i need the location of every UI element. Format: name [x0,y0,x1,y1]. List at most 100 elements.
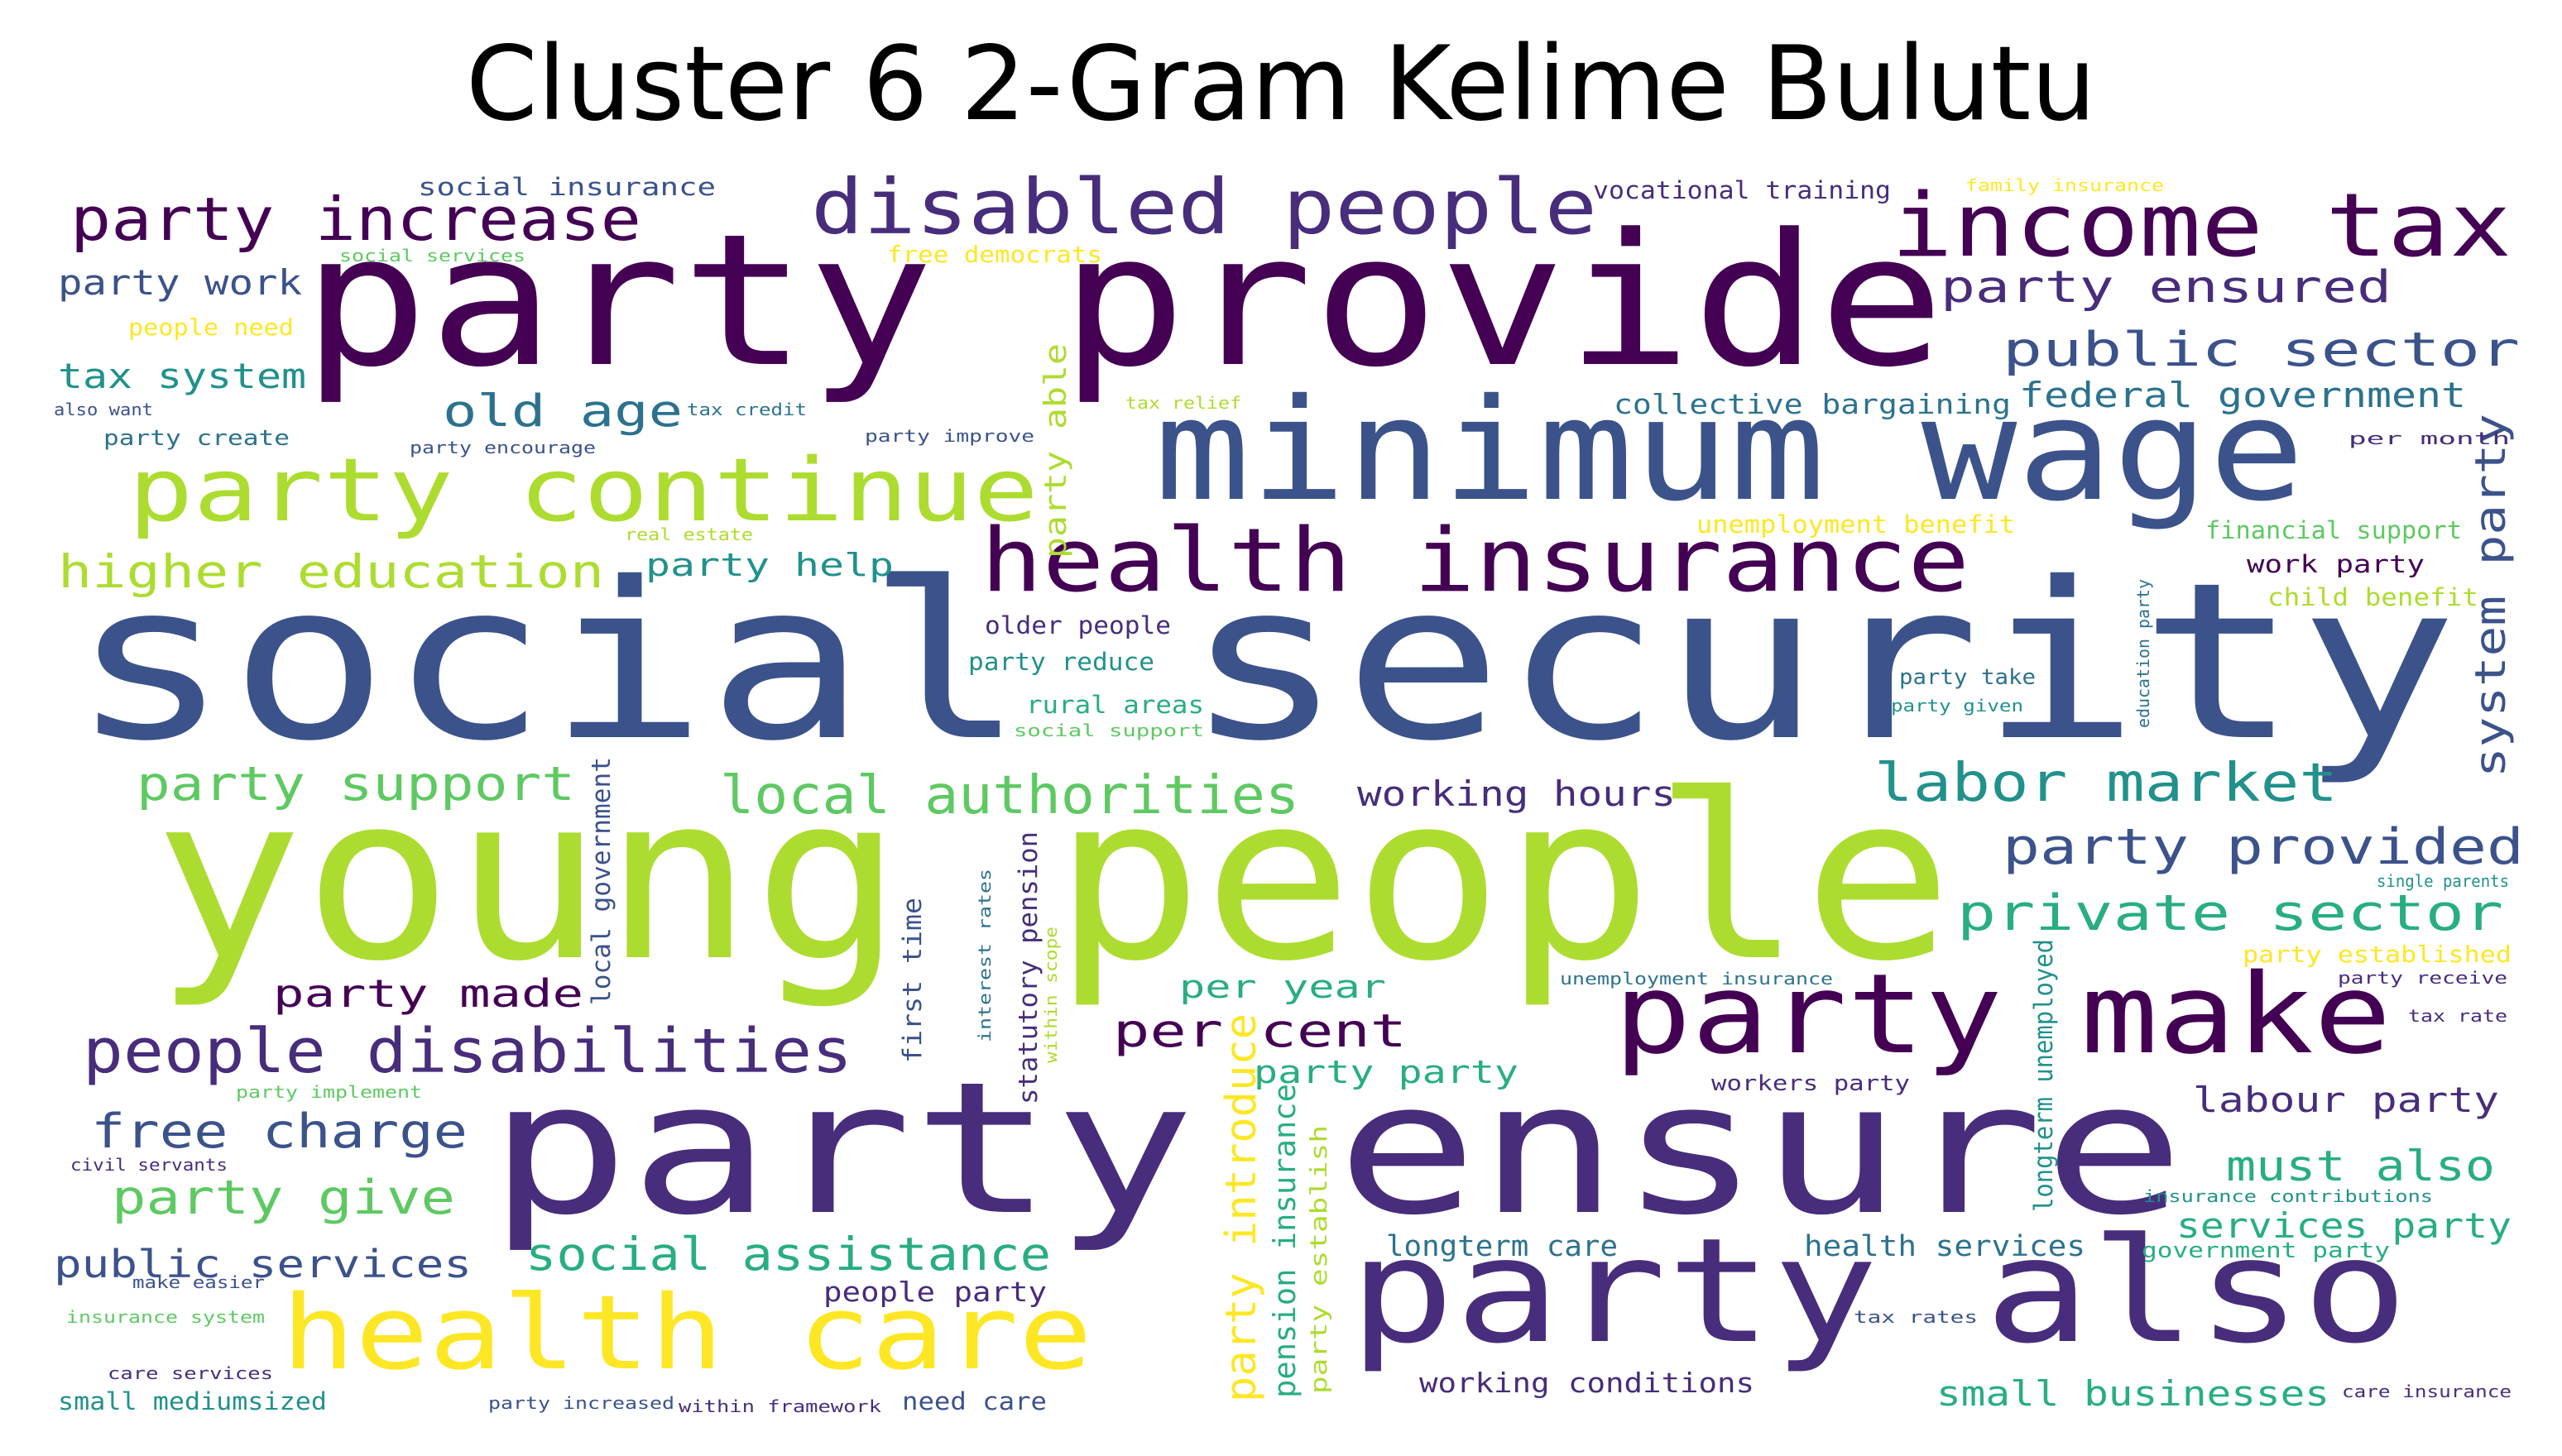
cloud-word-also-want: also want [54,400,154,419]
cloud-word-older-people: older people [985,611,1172,639]
cloud-word-per-cent: per cent [1113,1005,1408,1058]
cloud-word-longterm-unemployed: longterm unemployed [2029,938,2059,1212]
cloud-word-party-provided: party provided [2003,818,2525,876]
cloud-word-people-disabilities: people disabilities [83,1017,852,1087]
cloud-word-party-create: party create [103,426,290,451]
cloud-word-make-easier: make easier [132,1272,266,1292]
cloud-word-minimum-wage: minimum wage [1154,369,2305,533]
cloud-word-labour-party: labour party [2193,1080,2499,1120]
cloud-word-party-party: party party [1254,1054,1519,1091]
cloud-word-party-work: party work [58,263,303,303]
cloud-word-rural-areas: rural areas [1026,691,1204,719]
cloud-word-within-framework: within framework [679,1396,882,1416]
cloud-word-party-increased: party increased [488,1393,675,1413]
cloud-word-people-party: people party [823,1276,1048,1308]
cloud-word-vocational-training: vocational training [1593,176,1892,204]
cloud-word-civil-servants: civil servants [70,1155,228,1175]
cloud-word-interest-rates: interest rates [975,868,995,1042]
cloud-word-young-people: young people [153,746,1954,1012]
cloud-word-working-hours: working hours [1357,774,1677,814]
cloud-word-income-tax: income tax [1891,175,2512,276]
cloud-word-party-establish: party establish [1305,1124,1332,1394]
cloud-word-party-made: party made [273,971,584,1016]
cloud-word-social-assistance: social assistance [525,1228,1051,1281]
cloud-word-party-encourage: party encourage [410,438,597,457]
cloud-word-local-government: local government [587,756,617,1005]
cloud-word-public-services: public services [54,1242,473,1286]
cloud-word-party-established: party established [2243,941,2512,968]
cloud-word-unemployment-insurance: unemployment insurance [1560,969,1834,989]
cloud-word-party-implement: party implement [236,1082,423,1102]
cloud-word-party-support: party support [137,757,576,812]
cloud-word-child-benefit: child benefit [2267,583,2479,611]
cloud-word-collective-bargaining: collective bargaining [1614,388,2012,420]
cloud-word-care-services: care services [108,1363,274,1383]
cloud-word-social-support: social support [1014,721,1205,740]
cloud-word-need-care: need care [902,1387,1048,1415]
cloud-word-tax-system: tax system [58,357,307,396]
cloud-word-social-security: social security [70,536,2459,788]
cloud-word-insurance-system: insurance system [66,1307,266,1327]
cloud-word-workers-party: workers party [1711,1071,1911,1096]
cloud-word-tax-relief: tax relief [1125,393,1242,413]
cloud-word-small-businesses: small businesses [1936,1374,2329,1414]
cloud-word-insurance-contributions: insurance contributions [2143,1186,2434,1206]
cloud-word-per-year: per year [1179,969,1387,1006]
cloud-word-per-month: per month [2348,429,2511,448]
cloud-word-pension-insurance: pension insurance [1267,1083,1303,1398]
cloud-word-party-give: party give [112,1171,456,1225]
cloud-word-federal-government: federal government [2019,376,2467,415]
cloud-word-party-continue: party continue [128,439,1039,541]
cloud-word-financial-support: financial support [2205,516,2463,544]
cloud-word-party-improve: party improve [865,426,1035,446]
cloud-word-free-charge: free charge [91,1104,468,1159]
cloud-word-people-need: people need [128,314,295,341]
cloud-word-tax-credit: tax credit [687,400,808,419]
cloud-word-party-provide: party provide [302,195,1945,408]
cloud-word-first-time: first time [898,897,928,1063]
cloud-word-party-reduce: party reduce [968,648,1155,676]
cloud-word-must-also: must also [2226,1142,2495,1190]
cloud-word-government-party: government party [2142,1238,2391,1263]
cloud-word-within-scope: within scope [1041,926,1061,1063]
cloud-word-services-party: services party [2176,1206,2512,1246]
cloud-word-local-authorities: local authorities [720,764,1300,826]
cloud-word-tax-rate: tax rate [2408,1006,2508,1026]
cloud-word-party-also: party also [1349,1208,2409,1376]
cloud-word-single-parents: single parents [2377,871,2510,891]
cloud-word-family-insurance: family insurance [1965,175,2165,195]
cloud-word-party-increase: party increase [70,184,641,254]
cloud-word-disabled-people: disabled people [811,163,1597,251]
chart-title: Cluster 6 2-Gram Kelime Bulutu [465,25,2096,144]
cloud-word-free-democrats: free democrats [887,241,1103,268]
cloud-word-party-able: party able [1038,342,1073,558]
cloud-word-party-given: party given [1891,696,2024,716]
cloud-word-party-make: party make [1614,951,2392,1079]
cloud-word-unemployment-benefit: unemployment benefit [1696,510,2016,539]
cloud-word-higher-education: higher education [58,546,605,599]
cloud-word-care-insurance: care insurance [2342,1382,2512,1401]
cloud-word-statutory-pension: statutory pension [1014,831,1044,1104]
cloud-word-labor-market: labor market [1874,752,2339,814]
cloud-word-party-receive: party receive [2338,968,2508,988]
cloud-word-public-sector: public sector [2003,323,2521,377]
cloud-word-social-services: social services [339,246,526,266]
cloud-word-tax-rates: tax rates [1854,1307,1978,1327]
cloud-word-health-services: health services [1804,1230,2085,1263]
cloud-word-health-insurance: health insurance [981,510,1970,611]
cloud-word-party-take: party take [1899,665,2036,690]
cloud-word-longterm-care: longterm care [1386,1230,1619,1263]
cloud-word-small-mediumsized: small mediumsized [58,1387,328,1415]
cloud-word-old-age: old age [443,385,684,437]
cloud-word-health-care: health care [281,1274,1093,1393]
cloud-word-education-party: education party [2133,579,2153,728]
cloud-word-private-sector: private sector [1957,884,2504,942]
cloud-word-work-party: work party [2247,550,2425,578]
cloud-word-party-ensure: party ensure [488,1043,2185,1256]
cloud-word-party-help: party help [645,547,895,584]
cloud-word-social-insurance: social insurance [418,173,717,201]
cloud-word-working-conditions: working conditions [1419,1367,1755,1399]
cloud-word-party-ensured: party ensured [1941,261,2392,313]
